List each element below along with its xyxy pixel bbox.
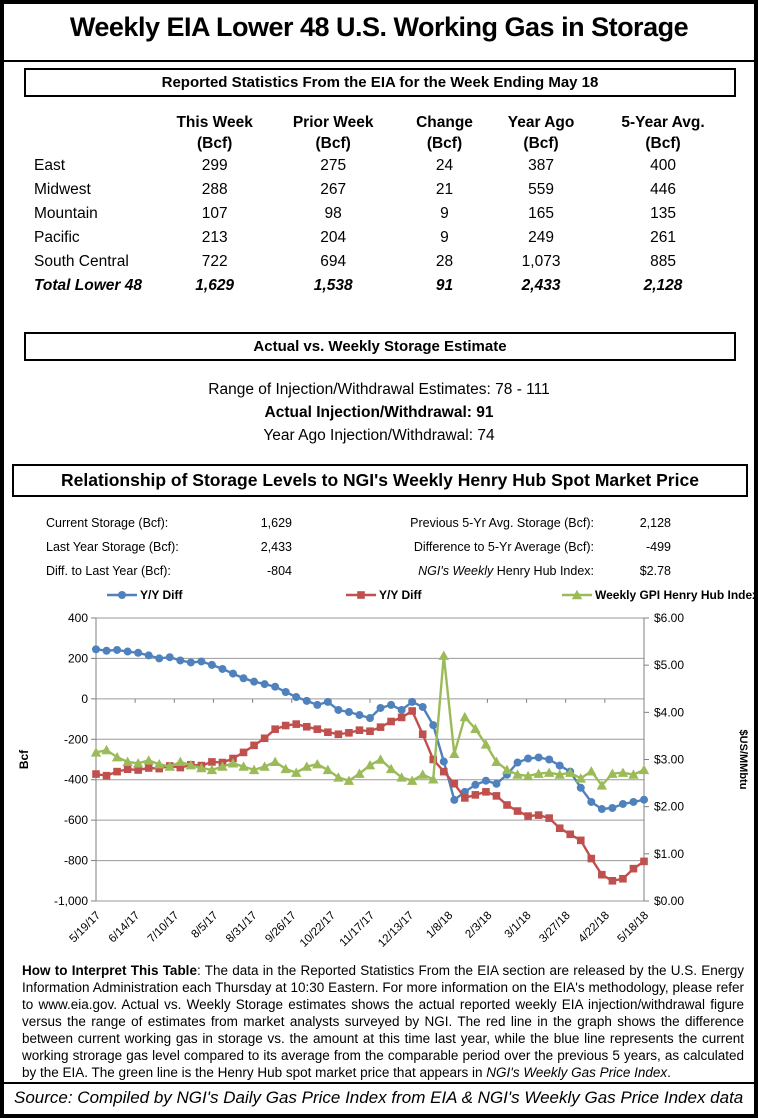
stat-label-henry-hub-index: NGI's Weekly Henry Hub Index: bbox=[418, 564, 594, 578]
stat-label-current-storage: Current Storage (Bcf): bbox=[46, 516, 169, 530]
stat-value-diff-last-year: -804 bbox=[266, 564, 292, 578]
right-axis-tick-label: $1.00 bbox=[654, 847, 684, 861]
stat-label-last-year-storage: Last Year Storage (Bcf): bbox=[46, 540, 179, 554]
legend-item-square: Y/Y Diff bbox=[346, 587, 421, 603]
how-to-lead: How to Interpret This Table bbox=[22, 963, 197, 978]
x-axis-tick-label: 8/5/17 bbox=[189, 910, 220, 941]
col-header-prior-week: Prior Week bbox=[292, 113, 374, 131]
estimate-actual-line: Actual Injection/Withdrawal: 91 bbox=[264, 404, 494, 421]
series-triangle bbox=[90, 650, 650, 790]
x-axis-tick-label: 3/27/18 bbox=[537, 910, 573, 946]
x-axis-tick-label: 3/1/18 bbox=[503, 910, 534, 941]
triangle-marker-icon bbox=[562, 589, 592, 600]
x-axis-tick-label: 11/17/17 bbox=[338, 910, 378, 950]
left-axis-tick-label: -400 bbox=[64, 773, 88, 787]
left-axis-title: Bcf bbox=[17, 749, 31, 769]
left-axis-tick-label: 0 bbox=[81, 692, 88, 706]
square-marker-icon bbox=[346, 591, 376, 599]
right-axis-tick-label: $5.00 bbox=[654, 658, 684, 672]
x-axis-tick-label: 9/26/17 bbox=[263, 910, 299, 946]
x-axis-tick-label: 7/10/17 bbox=[146, 910, 182, 946]
left-axis-tick-label: 200 bbox=[68, 651, 88, 665]
col-header-year-ago: Year Ago bbox=[507, 113, 575, 131]
table-row-total-lower-48: Total Lower 48 1,629 1,538 91 2,433 2,12… bbox=[34, 277, 683, 294]
stat-label-prev-5yr-avg: Previous 5-Yr Avg. Storage (Bcf): bbox=[410, 516, 594, 530]
table-unit-row: (Bcf) (Bcf) (Bcf) (Bcf) (Bcf) bbox=[197, 134, 681, 152]
left-axis-tick-label: 400 bbox=[68, 611, 88, 625]
storage-table: This Week Prior Week Change Year Ago 5-Y… bbox=[26, 112, 738, 298]
left-axis-tick-label: -1,000 bbox=[54, 894, 88, 908]
section-header-actual-vs-estimate: Actual vs. Weekly Storage Estimate bbox=[24, 332, 736, 361]
estimate-year-ago-line: Year Ago Injection/Withdrawal: 74 bbox=[263, 427, 495, 444]
right-axis-tick-label: $2.00 bbox=[654, 800, 684, 814]
right-axis-tick-label: $3.00 bbox=[654, 753, 684, 767]
col-header-this-week: This Week bbox=[176, 113, 253, 131]
table-row-east: East 299 275 24 387 400 bbox=[34, 157, 676, 174]
x-axis-tick-label: 12/13/17 bbox=[376, 910, 416, 950]
x-axis-tick-label: 5/18/18 bbox=[616, 910, 652, 946]
table-row-south-central: South Central 722 694 28 1,073 885 bbox=[34, 253, 676, 270]
col-header-5yr-avg: 5-Year Avg. bbox=[621, 113, 705, 131]
stat-value-diff-5yr-avg: -499 bbox=[645, 540, 671, 554]
x-axis-tick-label: 1/8/18 bbox=[424, 910, 455, 941]
x-axis-tick-label: 4/22/18 bbox=[576, 910, 612, 946]
right-axis-tick-label: $6.00 bbox=[654, 611, 684, 625]
right-axis-tick-label: $0.00 bbox=[654, 894, 684, 908]
estimate-lines: Range of Injection/Withdrawal Estimates:… bbox=[4, 378, 754, 447]
page-title: Weekly EIA Lower 48 U.S. Working Gas in … bbox=[69, 12, 689, 42]
section-header-reported-statistics: Reported Statistics From the EIA for the… bbox=[24, 68, 736, 97]
stat-value-last-year-storage: 2,433 bbox=[260, 540, 292, 554]
how-to-interpret-paragraph: How to Interpret This Table: The data in… bbox=[22, 963, 744, 1080]
x-axis-tick-label: 6/14/17 bbox=[107, 910, 143, 946]
chart-legend: Y/Y Diff Y/Y Diff Weekly GPI Henry Hub Ind… bbox=[4, 587, 758, 604]
stat-label-diff-last-year: Diff. to Last Year (Bcf): bbox=[46, 564, 171, 578]
x-axis-tick-label: 2/3/18 bbox=[463, 910, 494, 941]
table-header-row: This Week Prior Week Change Year Ago 5-Y… bbox=[26, 112, 738, 133]
stat-value-current-storage: 1,629 bbox=[260, 516, 292, 530]
series-circle bbox=[92, 645, 648, 814]
x-axis-tick-label: 5/19/17 bbox=[68, 910, 104, 946]
x-axis-tick-label: 10/22/17 bbox=[298, 910, 338, 950]
source-line: Source: Compiled by NGI's Daily Gas Pric… bbox=[14, 1088, 744, 1107]
x-axis-tick-label: 8/31/17 bbox=[224, 910, 260, 946]
source-divider bbox=[4, 1082, 754, 1084]
legend-item-circle: Y/Y Diff bbox=[107, 587, 182, 603]
table-row-mountain: Mountain 107 98 9 165 135 bbox=[34, 205, 676, 222]
series-square bbox=[92, 707, 648, 885]
title-divider bbox=[4, 60, 754, 62]
left-axis-tick-label: -200 bbox=[64, 732, 88, 746]
legend-label: Y/Y Diff bbox=[379, 588, 422, 602]
estimate-range-line: Range of Injection/Withdrawal Estimates:… bbox=[208, 381, 550, 398]
left-axis-tick-label: -800 bbox=[64, 854, 88, 868]
table-row-midwest: Midwest 288 267 21 559 446 bbox=[34, 181, 676, 198]
section-header-relationship: Relationship of Storage Levels to NGI's … bbox=[12, 464, 748, 497]
circle-marker-icon bbox=[107, 591, 137, 599]
left-axis-tick-label: -600 bbox=[64, 813, 88, 827]
storage-price-chart: 400 200 0 -200 -400 -600 -800 -1,000 $6.00 $5.00 $… bbox=[17, 611, 749, 950]
right-axis-title: $US/MMbtu bbox=[737, 730, 749, 790]
stat-value-henry-hub-index: $2.78 bbox=[639, 564, 671, 578]
table-row-pacific: Pacific 213 204 9 249 261 bbox=[34, 229, 676, 246]
legend-label: Weekly GPI Henry Hub Index bbox=[595, 588, 758, 602]
col-header-change: Change bbox=[416, 113, 473, 131]
stat-value-prev-5yr-avg: 2,128 bbox=[639, 516, 671, 530]
right-axis-tick-label: $4.00 bbox=[654, 705, 684, 719]
legend-label: Y/Y Diff bbox=[140, 588, 183, 602]
legend-item-triangle: Weekly GPI Henry Hub Index bbox=[562, 587, 758, 603]
stat-label-diff-5yr-avg: Difference to 5-Yr Average (Bcf): bbox=[413, 540, 594, 554]
